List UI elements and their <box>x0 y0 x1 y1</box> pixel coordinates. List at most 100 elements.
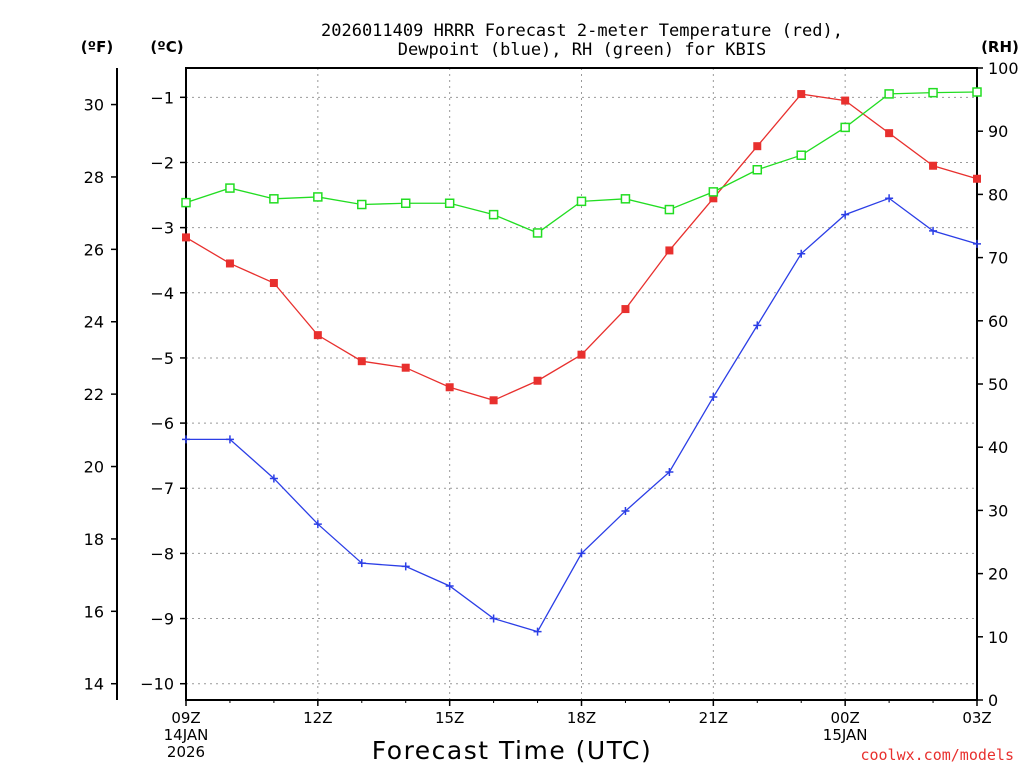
data-series <box>181 87 982 636</box>
temperature-point <box>709 194 718 203</box>
fahrenheit-tick-label: 18 <box>84 530 104 549</box>
rh-point <box>840 122 850 133</box>
rh-tick-label: 0 <box>988 691 998 710</box>
rh-tick-label: 60 <box>988 312 1008 331</box>
rh-tick-label: 10 <box>988 628 1008 647</box>
rh-point <box>269 194 279 204</box>
dewpoint-point <box>753 321 762 330</box>
x-year-label: 2026 <box>167 743 205 761</box>
rh-point <box>400 198 411 208</box>
rh-tick-label: 40 <box>988 438 1008 457</box>
temperature-point <box>973 174 981 183</box>
celsius-tick-label: −8 <box>150 544 174 563</box>
fahrenheit-tick-label: 26 <box>84 240 104 259</box>
celsius-tick-label: −5 <box>150 349 174 368</box>
x-tick-label: 09Z <box>171 709 200 727</box>
rh-tick-label: 70 <box>988 249 1008 268</box>
fahrenheit-tick-label: 22 <box>84 385 104 404</box>
temperature-point <box>269 279 278 288</box>
rh-point <box>796 150 806 160</box>
fahrenheit-tick-label: 14 <box>84 675 104 694</box>
celsius-tick-label: −6 <box>150 414 174 433</box>
temperature-point <box>357 357 366 366</box>
dewpoint-point <box>577 549 586 558</box>
dewpoint-point <box>313 520 322 529</box>
dewpoint-point <box>182 435 190 444</box>
rh-tick-label: 30 <box>988 501 1008 520</box>
rh-point <box>928 87 938 98</box>
watermark: coolwx.com/models <box>860 746 1014 764</box>
dewpoint-point <box>533 627 542 636</box>
dewpoint-point <box>621 507 630 516</box>
temperature-point <box>577 350 586 359</box>
fahrenheit-tick-label: 28 <box>84 168 104 187</box>
chart-title-line2: Dewpoint (blue), RH (green) for KBIS <box>398 40 766 60</box>
unit-fahrenheit-label: (ºF) <box>81 38 113 56</box>
temperature-point <box>885 129 894 138</box>
celsius-tick-label: −4 <box>150 284 174 303</box>
dewpoint-point <box>709 393 718 402</box>
grid-lines <box>186 68 977 700</box>
rh-point <box>357 199 367 210</box>
temperature-point <box>665 246 674 255</box>
rh-point <box>488 209 499 220</box>
dewpoint-point <box>445 581 454 590</box>
dewpoint-point <box>973 239 981 248</box>
temperature-point <box>753 142 762 151</box>
rh-point <box>225 183 235 193</box>
dewpoint-point <box>929 226 938 235</box>
rh-point <box>313 192 323 202</box>
rh-point <box>532 228 543 238</box>
celsius-tick-label: −7 <box>150 479 174 498</box>
temperature-point <box>445 383 454 392</box>
celsius-tick-label: −1 <box>150 88 174 107</box>
dewpoint-point <box>357 559 366 568</box>
temperature-point <box>797 90 806 99</box>
dewpoint-point <box>225 435 234 444</box>
x-date-label: 14JAN <box>164 726 209 744</box>
celsius-tick-label: −2 <box>150 153 174 172</box>
rh-point <box>708 187 719 197</box>
dewpoint-point <box>841 210 850 219</box>
temperature-point <box>401 363 410 372</box>
dewpoint-point <box>665 467 674 476</box>
temperature-point <box>225 259 234 268</box>
rh-point <box>444 198 455 208</box>
x-date-label: 15JAN <box>823 726 868 744</box>
x-tick-label: 18Z <box>567 709 596 727</box>
rh-tick-label: 90 <box>988 122 1008 141</box>
x-axis-label: Forecast Time (UTC) <box>372 736 652 765</box>
dewpoint-point <box>797 249 806 258</box>
temperature-point <box>489 396 498 405</box>
rh-point <box>576 196 587 207</box>
chart-title-line1: 2026011409 HRRR Forecast 2-meter Tempera… <box>321 21 843 41</box>
celsius-tick-label: −3 <box>150 219 174 238</box>
temperature-point <box>841 96 850 105</box>
rh-point <box>620 194 631 204</box>
temperature-point <box>533 376 542 385</box>
dewpoint-point <box>489 614 498 623</box>
unit-celsius-label: (ºC) <box>150 38 183 56</box>
rh-tick-label: 50 <box>988 375 1008 394</box>
fahrenheit-tick-label: 16 <box>84 602 104 621</box>
celsius-tick-label: −9 <box>150 610 174 629</box>
x-tick-label: 12Z <box>303 709 332 727</box>
unit-rh-label: (RH) <box>981 38 1019 56</box>
rh-point <box>752 165 763 175</box>
x-tick-label: 21Z <box>699 709 728 727</box>
temperature-point <box>313 331 322 340</box>
dewpoint-point <box>401 562 410 571</box>
rh-point <box>181 197 191 208</box>
temperature-point <box>182 233 190 242</box>
rh-tick-label: 80 <box>988 185 1008 204</box>
rh-point <box>884 89 894 99</box>
rh-tick-label: 20 <box>988 565 1008 584</box>
x-tick-label: 15Z <box>435 709 464 727</box>
fahrenheit-tick-label: 20 <box>84 458 104 477</box>
fahrenheit-tick-label: 24 <box>84 313 104 332</box>
rh-point <box>664 204 675 215</box>
x-tick-label: 03Z <box>962 709 991 727</box>
temperature-point <box>621 305 630 314</box>
